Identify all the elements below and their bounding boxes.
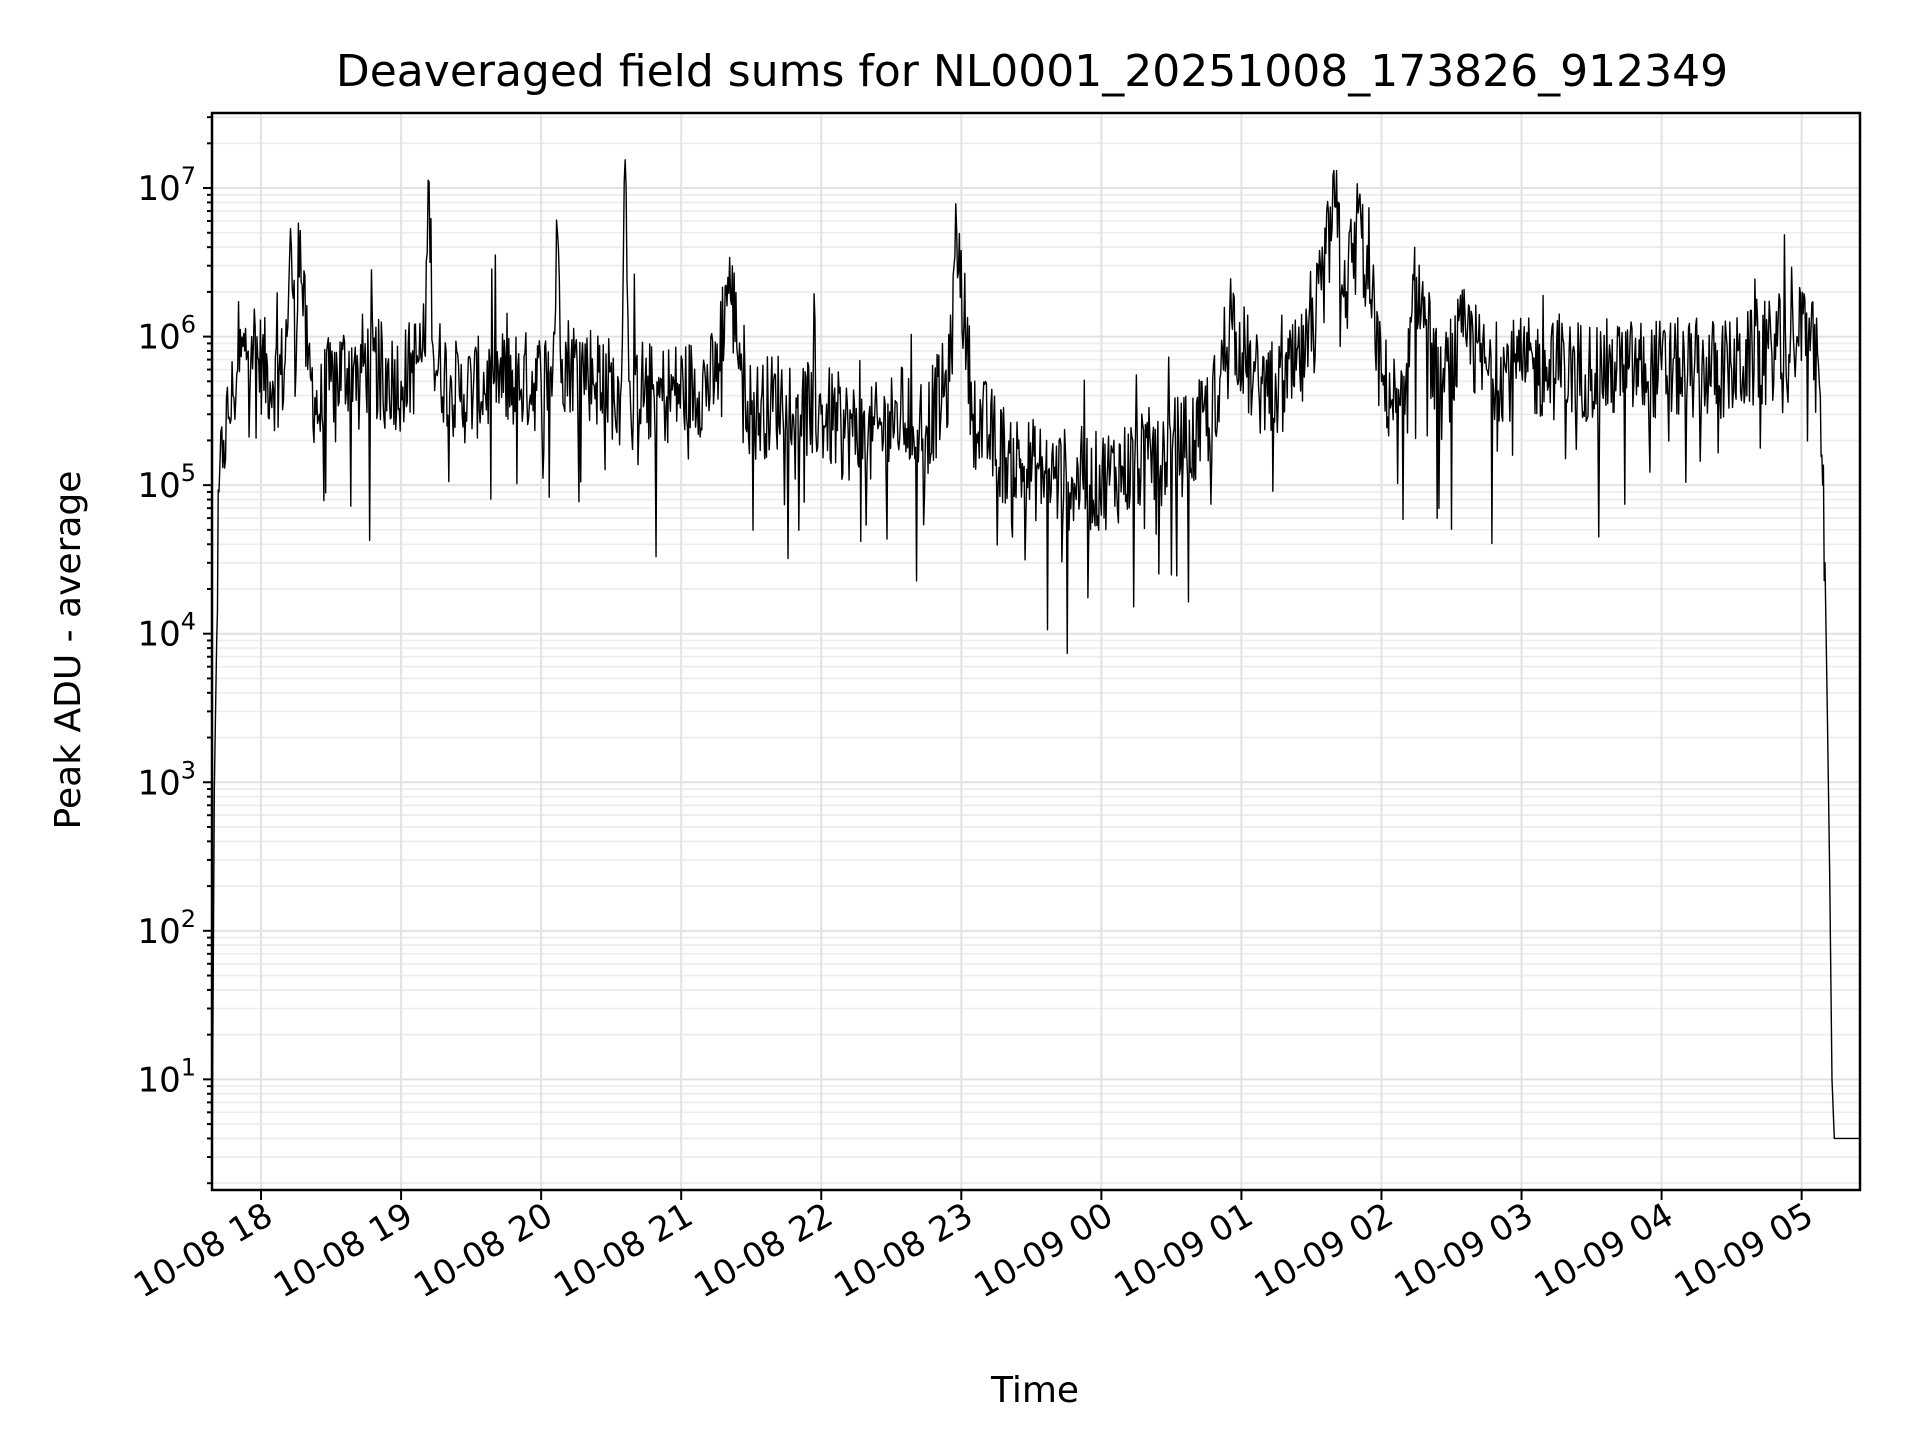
series-line	[211, 159, 1860, 1184]
y-tick-label: 104	[137, 608, 196, 655]
y-axis-ticks: 101 102 103 104 105 106 107	[137, 116, 212, 1185]
x-tick-label: 10-09 03	[1388, 1195, 1540, 1306]
x-tick-label: 10-08 22	[687, 1195, 839, 1306]
y-tick-label: 103	[137, 756, 196, 803]
x-tick-label: 10-08 23	[827, 1195, 979, 1306]
x-tick-label: 10-09 01	[1108, 1195, 1260, 1306]
x-tick-label: 10-08 20	[407, 1195, 559, 1306]
x-tick-label: 10-09 02	[1248, 1195, 1400, 1306]
y-tick-label: 107	[137, 162, 196, 209]
x-axis-label: Time	[990, 1370, 1079, 1411]
grid	[212, 113, 1860, 1190]
x-tick-label: 10-09 00	[967, 1195, 1119, 1306]
y-tick-label: 101	[137, 1053, 196, 1100]
plot-frame	[210, 111, 1862, 1192]
x-tick-label: 10-09 05	[1668, 1195, 1820, 1306]
series-layer	[211, 159, 1860, 1184]
x-tick-label: 10-08 18	[127, 1195, 279, 1306]
y-axis-label: Peak ADU - average	[48, 471, 89, 830]
y-tick-label: 105	[137, 459, 196, 506]
chart-title: Deaveraged field sums for NL0001_2025100…	[336, 46, 1728, 97]
x-tick-label: 10-08 21	[547, 1195, 699, 1306]
x-tick-label: 10-09 04	[1528, 1195, 1680, 1306]
x-tick-label: 10-08 19	[267, 1195, 419, 1306]
y-tick-label: 106	[137, 311, 196, 358]
y-tick-label: 102	[137, 905, 196, 952]
